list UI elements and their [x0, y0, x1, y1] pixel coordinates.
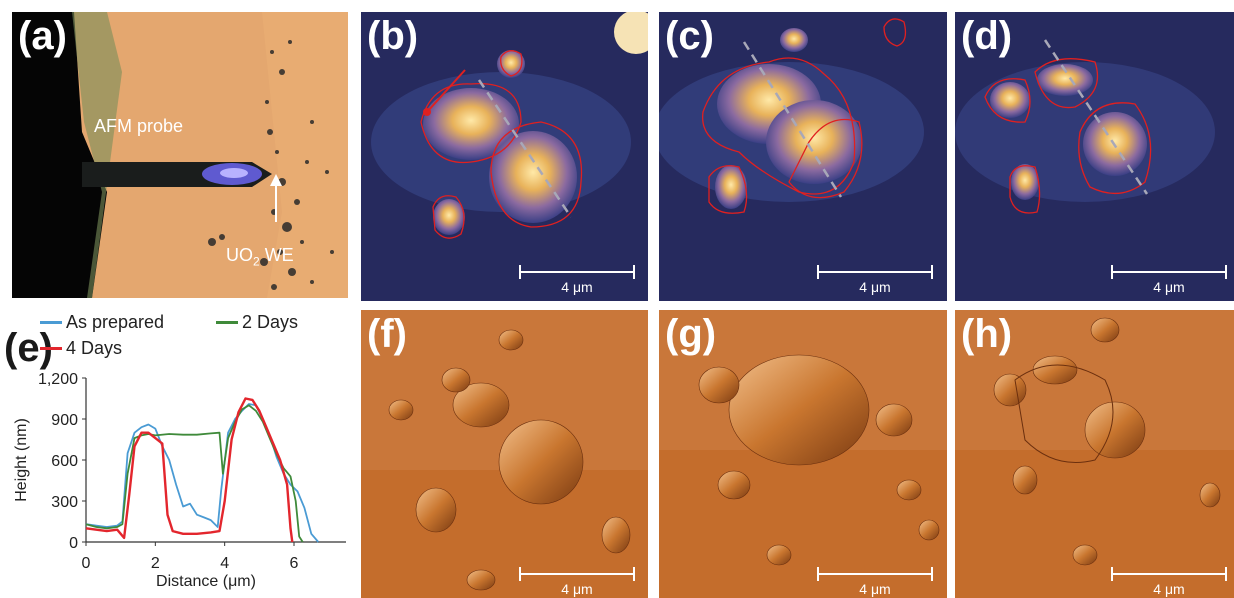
optical-image-svg	[12, 12, 348, 298]
scale-bar-label: 4 μm	[561, 279, 593, 295]
uo2-we-label: UO2 WE	[226, 245, 294, 269]
scale-bar-line	[519, 573, 635, 575]
afm-probe-label: AFM probe	[94, 116, 184, 136]
scale-bar-tick	[931, 265, 933, 279]
scale-bar-tick	[633, 567, 635, 581]
height-profile-plot: 0 300 600 900 1,200 0 2 4 6 Distance (μm) Height (…	[13, 371, 346, 590]
scale-bar-tick	[1111, 265, 1113, 279]
legend-item-4-days: 4 Days	[40, 338, 122, 359]
panel-c-label: (c)	[665, 14, 714, 58]
legend-swatch-2-days	[216, 321, 238, 324]
scale-bar-tick	[817, 265, 819, 279]
panel-f-label: (f)	[367, 312, 407, 356]
panel-b-label: (b)	[367, 14, 419, 58]
scale-bar-tick	[633, 265, 635, 279]
panel-d-afm-height: (d) 4 μm	[955, 12, 1234, 301]
scale-bar-tick	[1225, 567, 1227, 581]
panel-a-label: (a)	[18, 14, 67, 58]
y-tick-label: 600	[51, 453, 78, 470]
y-tick-label: 300	[51, 494, 78, 511]
series-line-4-days	[85, 397, 294, 543]
panel-d-label: (d)	[961, 14, 1013, 58]
legend-swatch-4-days	[40, 347, 62, 350]
panel-g-afm-amplitude: (g) 4 μm	[659, 310, 947, 598]
panel-b-afm-height: (b) 4 μm	[361, 12, 648, 301]
afm-amplitude-map-f	[361, 310, 648, 598]
scale-bar-line	[817, 271, 933, 273]
scale-bar-line	[817, 573, 933, 575]
scale-bar-line	[1111, 573, 1227, 575]
scale-bar-line	[1111, 271, 1227, 273]
legend-item-as-prepared: As prepared	[40, 312, 164, 333]
panel-c-afm-height: (c) 4 μm	[659, 12, 947, 301]
x-tick-label: 6	[290, 555, 299, 572]
panel-h-afm-amplitude: (h) 4 μm	[955, 310, 1234, 598]
panel-f-afm-amplitude: (f) 4 μm	[361, 310, 648, 598]
afm-amplitude-map-h	[955, 310, 1234, 598]
legend-label-4-days: 4 Days	[66, 338, 123, 358]
afm-amplitude-map-g	[659, 310, 947, 598]
afm-height-map-c	[659, 12, 947, 301]
x-tick-label: 2	[151, 555, 160, 572]
scale-bar-label: 4 μm	[1153, 581, 1185, 597]
legend-swatch-as-prepared	[40, 321, 62, 324]
scale-bar-tick	[519, 265, 521, 279]
scale-bar-line	[519, 271, 635, 273]
series-line-2-days	[85, 404, 304, 543]
y-tick-label: 900	[51, 412, 78, 429]
scale-bar-label: 4 μm	[859, 581, 891, 597]
legend-label-2-days: 2 Days	[242, 312, 299, 332]
x-axis-title: Distance (μm)	[156, 573, 256, 590]
legend-label-as-prepared: As prepared	[66, 312, 165, 332]
scale-bar-tick	[519, 567, 521, 581]
y-tick-label: 1,200	[38, 371, 78, 388]
scale-bar-tick	[1225, 265, 1227, 279]
x-tick-label: 0	[82, 555, 91, 572]
x-tick-label: 4	[220, 555, 229, 572]
legend-item-2-days: 2 Days	[216, 312, 298, 333]
panel-g-label: (g)	[665, 312, 717, 356]
scale-bar-tick	[931, 567, 933, 581]
scale-bar-label: 4 μm	[1153, 279, 1185, 295]
afm-height-map-b	[361, 12, 648, 301]
series-line-as-prepared	[85, 403, 319, 543]
scale-bar-tick	[1111, 567, 1113, 581]
y-axis-title: Height (nm)	[13, 418, 30, 502]
panel-h-label: (h)	[961, 312, 1013, 356]
scale-bar-label: 4 μm	[859, 279, 891, 295]
y-tick-label: 0	[69, 535, 78, 552]
scale-bar-tick	[817, 567, 819, 581]
panel-e-height-profile-chart: (e) As prepared 2 Days 4 Days 0 300 600 900…	[0, 306, 355, 598]
afm-height-map-d	[955, 12, 1234, 301]
panel-a-optical-image: (a) AFM probe UO2 WE	[12, 12, 348, 298]
scale-bar-label: 4 μm	[561, 581, 593, 597]
